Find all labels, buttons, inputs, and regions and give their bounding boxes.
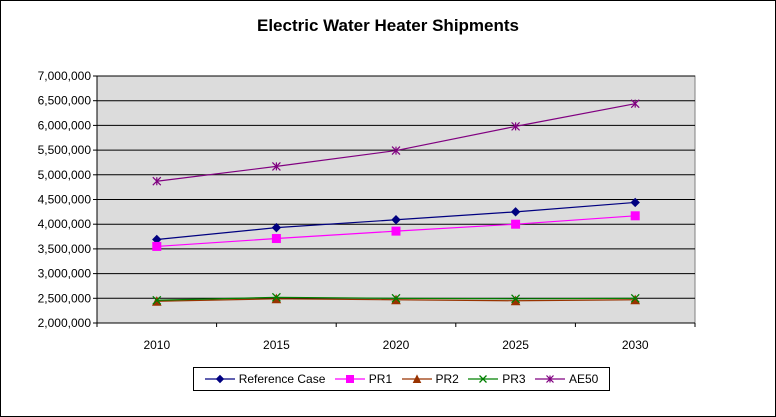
legend-label: PR3 <box>502 372 526 386</box>
x-tick-label: 2015 <box>263 338 290 352</box>
y-tick-label: 2,000,000 <box>38 316 92 330</box>
data-point <box>152 176 162 186</box>
data-point <box>630 197 640 208</box>
legend: Reference Case PR1 PR2 PR3 AE50 <box>193 367 610 391</box>
legend-swatch <box>401 374 432 383</box>
legend-item: AE50 <box>534 372 599 386</box>
y-tick-label: 5,500,000 <box>38 143 92 157</box>
y-tick-label: 7,000,000 <box>38 69 92 83</box>
data-point <box>271 292 281 302</box>
x-tick-label: 2020 <box>383 338 410 352</box>
data-point <box>510 207 521 217</box>
data-point <box>151 296 162 306</box>
data-point <box>391 226 401 236</box>
y-tick-label: 4,500,000 <box>38 193 92 207</box>
data-point <box>630 211 640 221</box>
series-ae50 <box>152 99 640 186</box>
legend-item: PR3 <box>468 372 526 386</box>
y-tick-label: 3,500,000 <box>38 242 92 256</box>
series-pr1 <box>152 211 640 251</box>
data-point <box>630 99 640 109</box>
y-tick-label: 2,500,000 <box>38 291 92 305</box>
series-pr3 <box>152 292 640 305</box>
legend-swatch <box>204 374 235 384</box>
legend-label: PR1 <box>368 372 393 386</box>
data-point <box>271 161 281 171</box>
y-tick-label: 6,500,000 <box>38 94 92 108</box>
x-tick-label: 2030 <box>622 338 649 352</box>
data-point <box>511 121 521 131</box>
data-point <box>391 293 401 303</box>
legend-swatch <box>468 375 499 383</box>
legend-marker <box>412 374 421 383</box>
legend-marker <box>215 374 224 384</box>
legend-item: PR1 <box>334 372 393 386</box>
x-tick-label: 2010 <box>143 338 170 352</box>
data-point <box>511 294 521 304</box>
legend-marker <box>546 375 554 383</box>
y-tick-label: 5,000,000 <box>38 168 92 182</box>
x-tick-label: 2025 <box>502 338 529 352</box>
legend-item: PR2 <box>401 372 459 386</box>
legend-label: Reference Case <box>238 372 326 386</box>
y-tick-label: 3,000,000 <box>38 267 92 281</box>
y-tick-label: 6,000,000 <box>38 118 92 132</box>
data-point <box>152 241 162 251</box>
data-point <box>630 293 640 303</box>
legend-swatch <box>334 375 365 383</box>
data-point <box>391 146 401 156</box>
legend-label: PR2 <box>435 372 459 386</box>
data-point <box>271 234 281 244</box>
data-point <box>271 222 282 233</box>
data-point <box>391 215 401 225</box>
legend-marker <box>345 375 354 383</box>
legend-item: Reference Case <box>204 372 326 386</box>
chart-title: Electric Water Heater Shipments <box>256 16 519 35</box>
legend-label: AE50 <box>568 372 599 386</box>
legend-marker <box>479 375 488 383</box>
data-point <box>152 295 162 305</box>
y-tick-label: 4,000,000 <box>38 217 92 231</box>
legend-swatch <box>534 375 565 383</box>
series-reference-case <box>152 197 640 245</box>
data-point <box>511 219 521 229</box>
